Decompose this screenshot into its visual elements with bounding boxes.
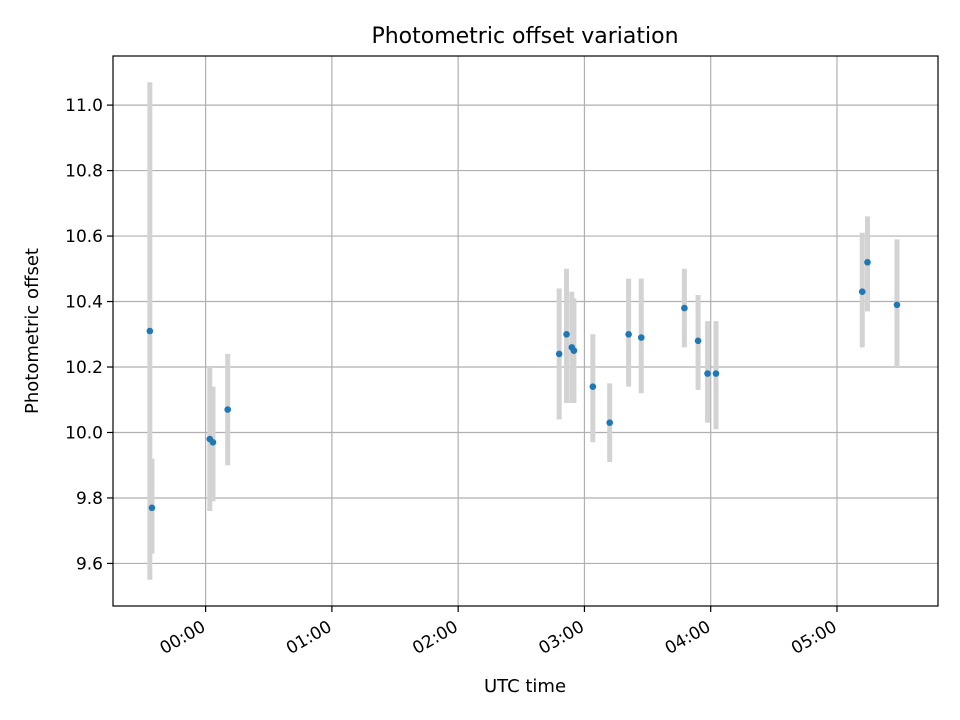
data-point	[224, 406, 232, 413]
data-point	[637, 334, 645, 341]
data-point	[712, 370, 720, 377]
y-tick-label: 10.4	[65, 293, 103, 313]
plot-frame	[112, 55, 939, 607]
data-point	[555, 350, 563, 358]
data-point	[681, 304, 688, 312]
grid	[113, 56, 938, 606]
data-point	[606, 419, 613, 426]
data-point	[893, 301, 901, 309]
data-point	[148, 504, 156, 512]
x-axis-label: UTC time	[484, 676, 566, 697]
data-point	[146, 327, 154, 335]
data-point	[864, 258, 871, 266]
y-axis-ticks: 9.6 9.8 10.0 10.2 10.4 10.6 10.8 11.0	[65, 96, 113, 574]
y-tick-label: 9.8	[76, 489, 103, 509]
data-point	[563, 330, 570, 338]
data-point	[625, 330, 632, 338]
y-tick-label: 9.6	[76, 554, 103, 574]
y-tick-label: 10.6	[65, 227, 103, 247]
y-tick-label: 10.8	[65, 162, 103, 182]
y-axis-label: Photometric offset	[22, 248, 43, 414]
data-point	[694, 337, 702, 345]
data-point	[209, 439, 217, 446]
data-point	[858, 288, 866, 296]
data-point	[589, 383, 597, 390]
y-tick-label: 10.2	[65, 358, 103, 378]
chart-title: Photometric offset variation	[371, 24, 678, 49]
data-point	[570, 347, 578, 354]
y-tick-label: 10.0	[65, 423, 103, 443]
y-tick-label: 11.0	[65, 96, 103, 116]
data-point	[704, 370, 711, 377]
data-points	[146, 258, 901, 512]
